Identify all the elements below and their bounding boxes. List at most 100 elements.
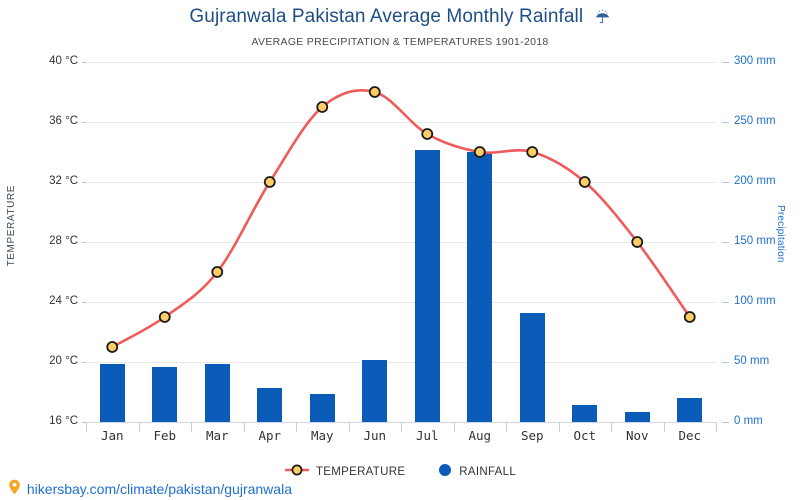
- temperature-line: [110, 89, 692, 349]
- rainfall-bar[interactable]: [677, 398, 703, 422]
- left-axis-tick-label: 28 °C: [49, 235, 78, 247]
- location-pin-icon: [8, 479, 21, 498]
- right-axis-tick-mark: [722, 122, 729, 123]
- temperature-point[interactable]: Dec 23 °C: [683, 311, 696, 323]
- plot-area: Jan 21 °C Feb 23 °C Mar 26 °C Apr 32 °C May …: [86, 62, 716, 423]
- temperature-point[interactable]: Apr 32 °C: [263, 176, 276, 188]
- temperature-point[interactable]: Aug 34 °C: [473, 146, 486, 158]
- x-axis-tick-mark: [296, 422, 297, 432]
- temperature-point[interactable]: Mar 26 °C: [211, 266, 224, 278]
- rainfall-bar[interactable]: [624, 412, 650, 422]
- x-axis-label-jun: Jun: [363, 428, 387, 443]
- chart-subtitle: AVERAGE PRECIPITATION & TEMPERATURES 190…: [251, 36, 549, 48]
- rainfall-bar[interactable]: [99, 364, 125, 422]
- temperature-point[interactable]: Sep 34 °C: [526, 146, 539, 158]
- right-axis-tick-mark: [722, 182, 729, 183]
- right-axis-tick-label: 100 mm: [734, 295, 776, 307]
- circle-marker-icon: [437, 462, 453, 481]
- temperature-point[interactable]: Nov 28 °C: [631, 236, 644, 248]
- rainfall-bar[interactable]: [572, 405, 598, 422]
- rainfall-bar[interactable]: [414, 149, 440, 422]
- right-axis-tick-mark: [722, 362, 729, 363]
- x-axis-tick-mark: [558, 422, 560, 432]
- right-axis-title: Precipitation: [775, 205, 786, 263]
- x-axis-tick-mark: [191, 422, 192, 432]
- temperature-point[interactable]: Oct 32 °C: [578, 176, 591, 188]
- x-axis-label-mar: Mar: [205, 428, 229, 443]
- legend-label: RAINFALL: [459, 465, 517, 478]
- right-axis-ticks: 0 mm 50 mm 100 mm 150 mm 200 mm 250 mm 300 mm: [722, 0, 782, 500]
- right-axis-tick-label: 300 mm: [734, 55, 776, 67]
- x-axis-tick-mark: [611, 422, 612, 432]
- temperature-point[interactable]: May 37 °C: [316, 101, 329, 113]
- line-point-marker-icon: [284, 462, 310, 481]
- rainfall-bar[interactable]: [362, 359, 388, 422]
- legend-item-rainfall[interactable]: RAINFALL: [437, 462, 516, 481]
- page-title: Gujranwala Pakistan Average Monthly Rain…: [0, 6, 800, 31]
- x-axis-ticks: [86, 422, 717, 440]
- x-axis-label-oct: Oct: [573, 428, 597, 443]
- source-footer[interactable]: hikersbay.com/climate/pakistan/gujranwal…: [8, 479, 292, 498]
- x-axis-tick-mark: [348, 422, 350, 432]
- x-axis-tick-mark: [453, 422, 455, 432]
- legend-item-temperature[interactable]: TEMPERATURE: [284, 462, 405, 481]
- x-axis-label-aug: Aug: [468, 428, 492, 443]
- x-axis-tick-mark: [86, 422, 87, 432]
- temperature-point[interactable]: Jul 35.2 °C: [421, 128, 434, 140]
- right-axis-tick-mark: [722, 422, 729, 423]
- temperature-point[interactable]: Jan 21 °C: [106, 341, 119, 353]
- rainfall-bar[interactable]: [257, 388, 283, 422]
- x-axis-tick-mark: [716, 422, 717, 432]
- x-axis-label-jan: Jan: [100, 428, 124, 443]
- gridline: [86, 302, 716, 303]
- x-axis-labels: Jan Feb Mar Apr May Jun Jul Aug Sep Oct Nov Dec: [86, 428, 716, 450]
- x-axis-tick-mark: [663, 422, 665, 432]
- rainfall-bar[interactable]: [152, 366, 178, 422]
- left-axis-tick-mark: [82, 422, 89, 423]
- left-axis-tick-label: 20 °C: [49, 355, 78, 367]
- right-axis-tick-mark: [722, 302, 729, 303]
- x-axis-label-apr: Apr: [258, 428, 282, 443]
- left-axis-tick-mark: [82, 62, 89, 63]
- gridline: [86, 182, 716, 183]
- rainfall-bar[interactable]: [204, 364, 230, 422]
- rainfall-bars: [86, 62, 716, 422]
- temperature-point[interactable]: Jun 38 °C: [368, 86, 381, 98]
- x-axis-tick-mark: [401, 422, 402, 432]
- rainfall-bar[interactable]: [519, 312, 545, 422]
- x-axis-label-dec: Dec: [678, 428, 702, 443]
- temperature-point[interactable]: Feb 23 °C: [158, 311, 171, 323]
- right-axis-tick-mark: [722, 242, 729, 243]
- temperature-line-layer: Jan 21 °C Feb 23 °C Mar 26 °C Apr 32 °C May …: [106, 86, 696, 353]
- x-axis-tick-mark: [243, 422, 245, 432]
- rainfall-bar[interactable]: [467, 152, 493, 422]
- page-title-text: Gujranwala Pakistan Average Monthly Rain…: [189, 6, 584, 27]
- left-axis-tick-label: 36 °C: [49, 115, 78, 127]
- gridline: [86, 62, 716, 63]
- gridline: [86, 122, 716, 123]
- x-axis-label-jul: Jul: [415, 428, 439, 443]
- right-axis-tick-label: 250 mm: [734, 115, 776, 127]
- x-axis-tick-mark: [506, 422, 507, 432]
- left-axis-tick-label: 24 °C: [49, 295, 78, 307]
- x-axis-label-may: May: [310, 428, 334, 443]
- x-axis-label-sep: Sep: [520, 428, 544, 443]
- left-axis-tick-mark: [82, 122, 89, 123]
- gridline: [86, 242, 716, 243]
- left-axis-tick-mark: [82, 242, 89, 243]
- rainfall-bar[interactable]: [309, 394, 335, 422]
- x-axis-tick-mark: [138, 422, 140, 432]
- right-axis-tick-mark: [722, 62, 729, 63]
- right-axis-tick-label: 50 mm: [734, 355, 770, 367]
- x-axis-label-nov: Nov: [625, 428, 649, 443]
- left-axis-tick-mark: [82, 182, 89, 183]
- left-axis-tick-label: 40 °C: [49, 55, 78, 67]
- chart-legend: TEMPERATURE RAINFALL: [0, 462, 800, 481]
- right-axis-tick-label: 150 mm: [734, 235, 776, 247]
- left-axis-tick-label: 32 °C: [49, 175, 78, 187]
- legend-label: TEMPERATURE: [315, 465, 406, 478]
- left-axis-tick-mark: [82, 302, 89, 303]
- right-axis-tick-label: 0 mm: [734, 415, 763, 427]
- source-url: hikersbay.com/climate/pakistan/gujranwal…: [26, 481, 292, 498]
